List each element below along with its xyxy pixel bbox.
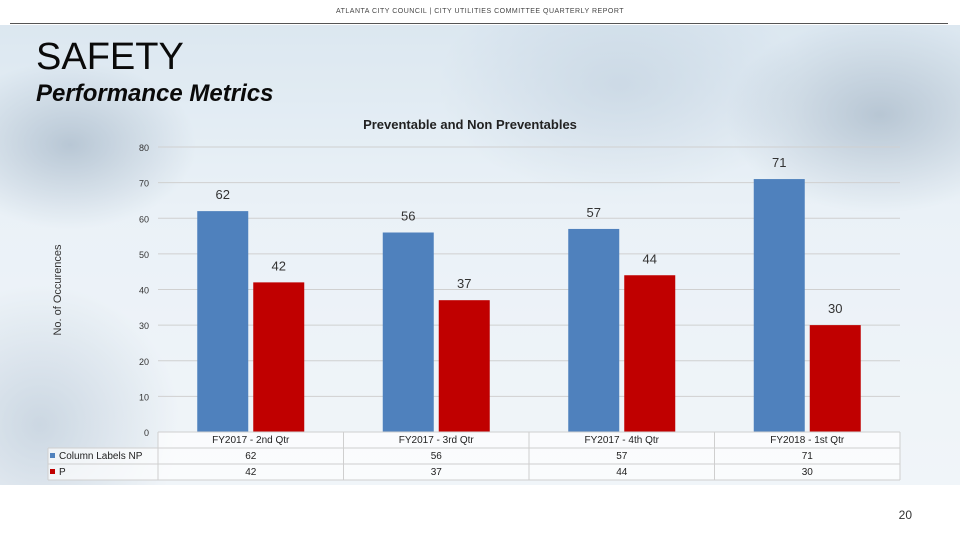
bar-p [624,275,676,432]
bar-np [753,179,805,432]
page-number: 20 [898,508,912,522]
data-label: 57 [587,205,601,220]
y-tick-label: 30 [139,321,149,331]
data-label: 71 [772,155,786,170]
table-value: 37 [431,467,443,478]
y-tick-label: 20 [139,357,149,367]
y-tick-label: 80 [139,143,149,153]
x-tick-label: FY2017 - 4th Qtr [585,435,660,446]
x-tick-label: FY2017 - 3rd Qtr [399,435,475,446]
data-label: 44 [643,251,657,266]
table-value: 71 [802,451,814,462]
y-tick-label: 70 [139,179,149,189]
legend-label: Column Labels NP [59,451,143,462]
x-tick-label: FY2018 - 1st Qtr [770,435,845,446]
table-value: 62 [245,451,257,462]
y-tick-label: 40 [139,286,149,296]
legend-swatch [50,453,55,458]
bar-np [382,232,434,432]
bar-p [809,325,861,432]
y-axis-label: No. of Occurences [52,244,64,336]
table-value: 56 [431,451,443,462]
report-header: ATLANTA CITY COUNCIL | CITY UTILITIES CO… [335,8,625,15]
header-divider [10,23,948,24]
data-label: 56 [401,209,415,224]
y-tick-label: 0 [144,428,149,438]
page-subtitle: Performance Metrics [36,80,274,107]
bar-p [253,282,305,432]
data-label: 62 [216,187,230,202]
table-value: 30 [802,467,814,478]
bar-p [438,300,490,432]
legend-swatch [50,469,55,474]
table-value: 57 [616,451,628,462]
y-tick-label: 10 [139,392,149,402]
data-label: 37 [457,276,471,291]
y-tick-label: 50 [139,250,149,260]
page-title: SAFETY [36,36,184,78]
data-label: 30 [828,301,842,316]
bar-np [568,228,620,432]
y-tick-label: 60 [139,214,149,224]
x-tick-label: FY2017 - 2nd Qtr [212,435,290,446]
table-value: 44 [616,467,628,478]
data-label: 42 [272,258,286,273]
chart-title: Preventable and Non Preventables [363,117,577,132]
legend-label: P [59,467,66,478]
bar-np [197,211,249,432]
table-value: 42 [245,467,257,478]
